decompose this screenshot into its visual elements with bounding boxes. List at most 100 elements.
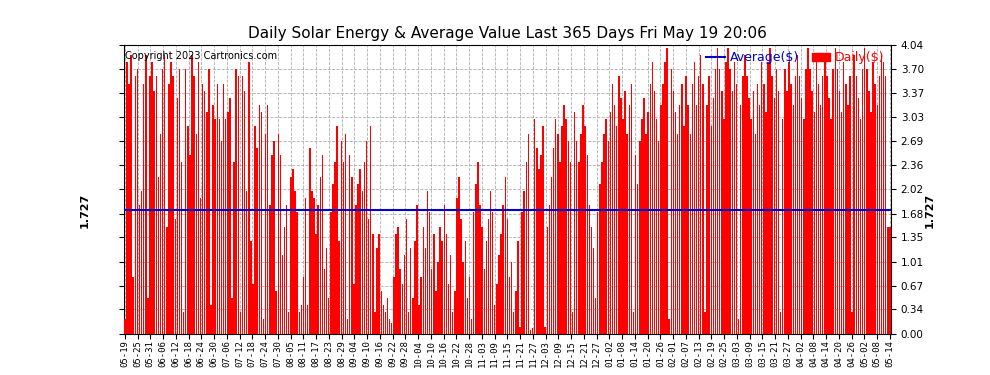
Bar: [595, 298, 596, 334]
Bar: [797, 55, 798, 334]
Bar: [399, 269, 401, 334]
Bar: [807, 48, 809, 334]
Bar: [574, 112, 575, 334]
Bar: [746, 76, 747, 334]
Bar: [829, 98, 830, 334]
Bar: [159, 134, 161, 334]
Bar: [143, 84, 145, 334]
Bar: [526, 162, 527, 334]
Bar: [851, 312, 852, 334]
Bar: [282, 255, 283, 334]
Bar: [801, 98, 803, 334]
Bar: [876, 105, 878, 334]
Bar: [849, 76, 850, 334]
Bar: [374, 312, 375, 334]
Bar: [337, 126, 338, 334]
Bar: [223, 84, 225, 334]
Bar: [847, 105, 848, 334]
Bar: [126, 62, 128, 334]
Bar: [157, 177, 159, 334]
Bar: [483, 269, 485, 334]
Bar: [206, 112, 208, 334]
Text: Copyright 2023 Cartronics.com: Copyright 2023 Cartronics.com: [126, 51, 277, 61]
Bar: [372, 234, 373, 334]
Bar: [146, 55, 147, 334]
Bar: [822, 76, 824, 334]
Bar: [410, 248, 412, 334]
Bar: [174, 219, 176, 334]
Bar: [870, 112, 872, 334]
Bar: [462, 262, 464, 334]
Bar: [305, 198, 306, 334]
Bar: [879, 76, 880, 334]
Bar: [889, 226, 891, 334]
Bar: [790, 84, 792, 334]
Bar: [380, 291, 382, 334]
Bar: [395, 234, 397, 334]
Bar: [513, 312, 515, 334]
Bar: [320, 177, 321, 334]
Bar: [296, 212, 298, 334]
Bar: [456, 198, 457, 334]
Bar: [246, 191, 248, 334]
Bar: [284, 226, 285, 334]
Bar: [734, 62, 736, 334]
Bar: [599, 184, 601, 334]
Bar: [866, 69, 867, 334]
Bar: [507, 219, 508, 334]
Bar: [666, 48, 668, 334]
Bar: [503, 205, 504, 334]
Bar: [700, 55, 702, 334]
Bar: [288, 312, 289, 334]
Bar: [763, 84, 764, 334]
Bar: [561, 126, 562, 334]
Bar: [168, 84, 169, 334]
Bar: [635, 155, 637, 334]
Bar: [498, 255, 500, 334]
Bar: [883, 62, 884, 334]
Bar: [189, 155, 191, 334]
Bar: [475, 184, 476, 334]
Bar: [353, 284, 354, 334]
Bar: [330, 212, 332, 334]
Bar: [616, 126, 618, 334]
Bar: [831, 119, 832, 334]
Bar: [277, 134, 279, 334]
Bar: [519, 327, 521, 334]
Bar: [397, 226, 399, 334]
Bar: [267, 105, 268, 334]
Bar: [532, 328, 534, 334]
Bar: [647, 112, 649, 334]
Bar: [805, 69, 807, 334]
Bar: [601, 162, 603, 334]
Bar: [803, 119, 805, 334]
Bar: [135, 76, 136, 334]
Bar: [715, 69, 716, 334]
Bar: [855, 76, 857, 334]
Bar: [704, 312, 706, 334]
Bar: [563, 105, 565, 334]
Bar: [365, 141, 367, 334]
Bar: [656, 119, 657, 334]
Bar: [597, 212, 599, 334]
Bar: [756, 84, 758, 334]
Bar: [550, 177, 552, 334]
Bar: [818, 84, 819, 334]
Bar: [649, 84, 651, 334]
Bar: [149, 76, 150, 334]
Bar: [361, 191, 363, 334]
Bar: [618, 76, 620, 334]
Bar: [675, 112, 676, 334]
Bar: [862, 69, 863, 334]
Bar: [662, 84, 663, 334]
Bar: [256, 148, 258, 334]
Bar: [544, 327, 545, 334]
Bar: [610, 112, 611, 334]
Bar: [841, 112, 842, 334]
Bar: [429, 212, 431, 334]
Bar: [740, 105, 742, 334]
Bar: [681, 84, 682, 334]
Bar: [723, 119, 725, 334]
Bar: [786, 91, 788, 334]
Bar: [496, 284, 498, 334]
